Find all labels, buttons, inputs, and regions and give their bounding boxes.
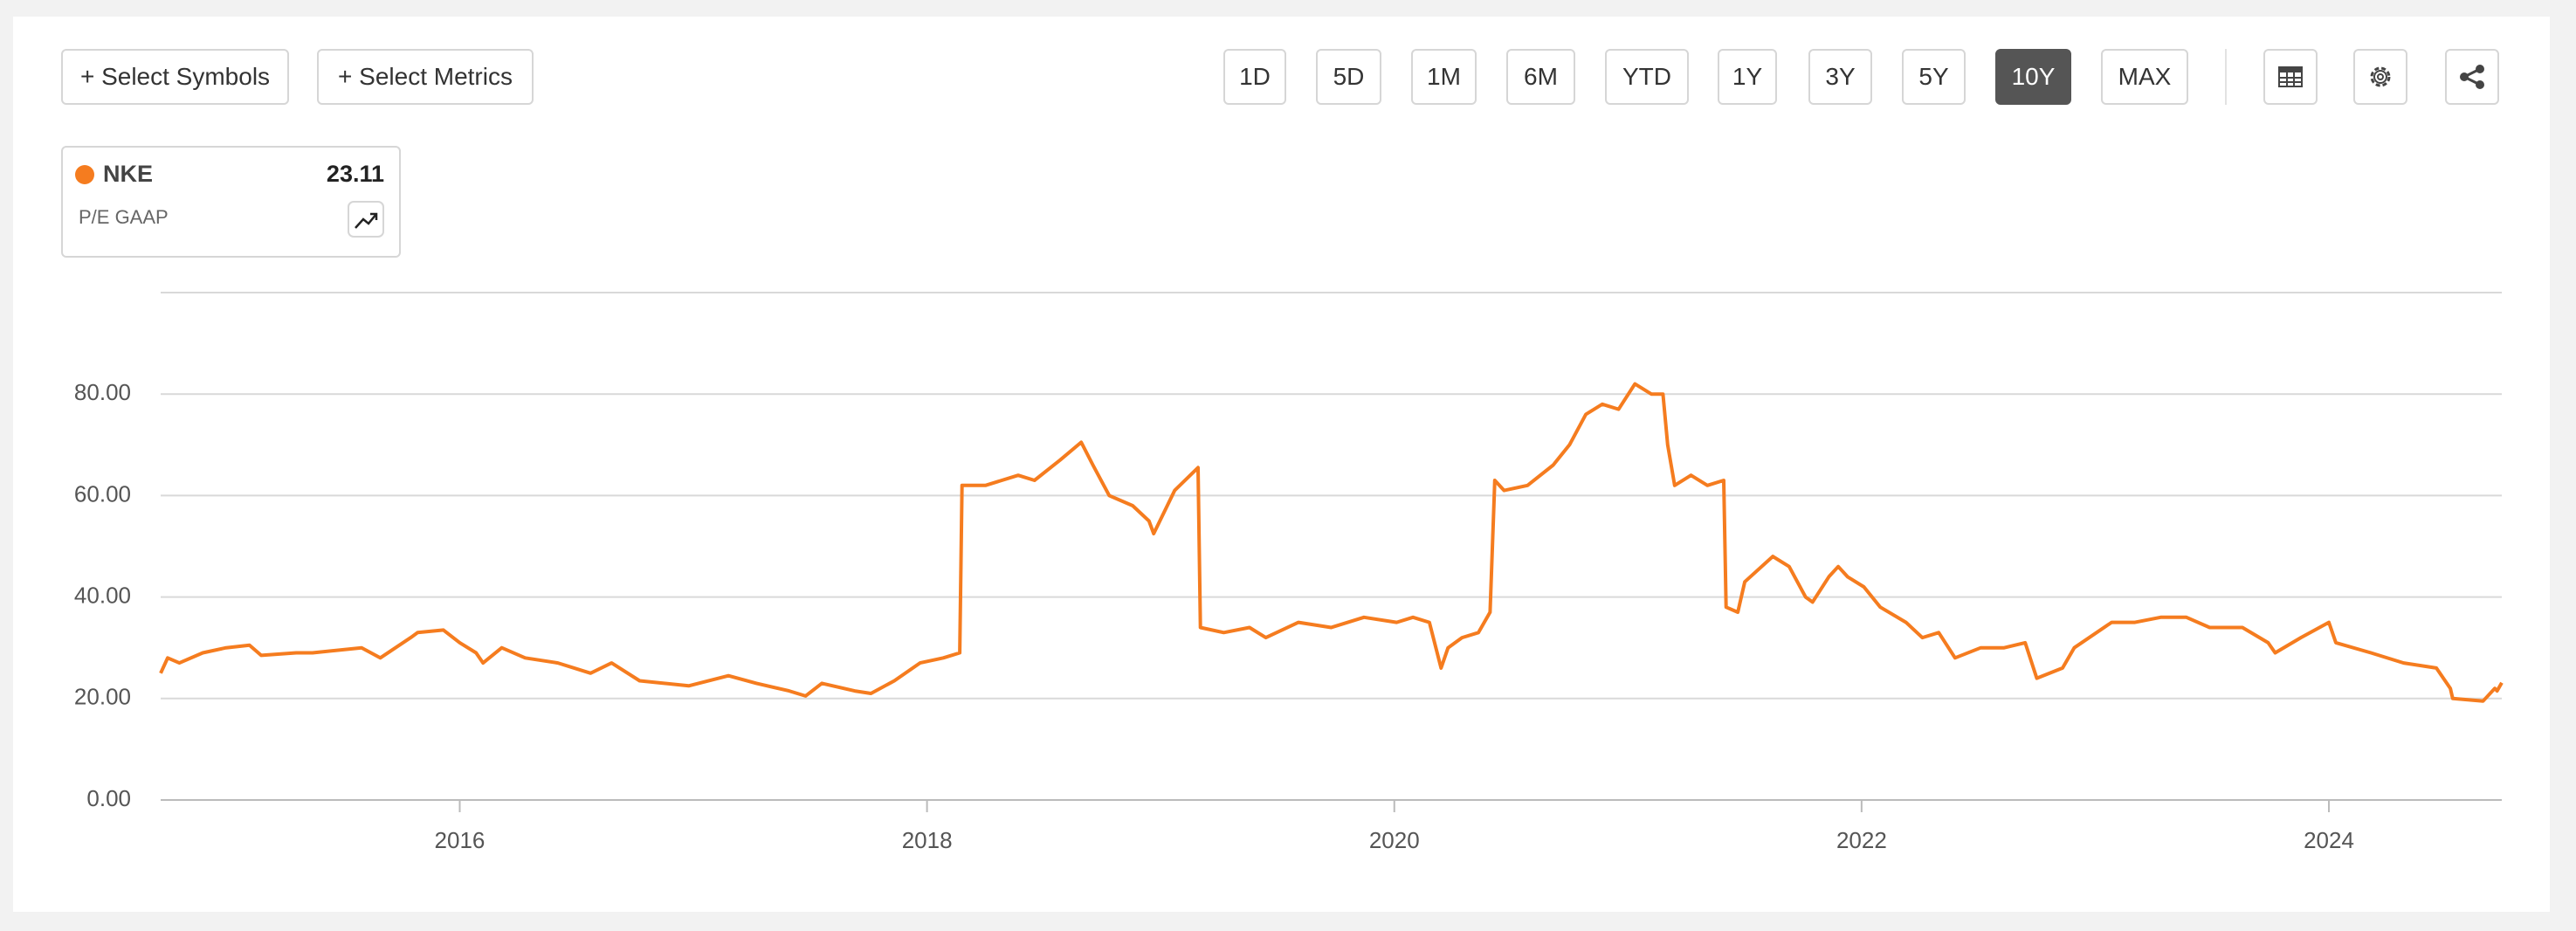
table-button[interactable] xyxy=(2263,49,2318,105)
range-button[interactable]: 1D xyxy=(1223,49,1286,105)
legend-card[interactable]: NKE 23.11 P/E GAAP xyxy=(61,146,401,258)
x-tick-label: 2018 xyxy=(902,827,953,853)
legend: NKE 23.11 P/E GAAP xyxy=(75,161,384,238)
range-button[interactable]: 1M xyxy=(1411,49,1477,105)
chart-card xyxy=(13,17,2550,912)
x-tick-label: 2020 xyxy=(1369,827,1420,853)
y-tick-label: 20.00 xyxy=(74,684,131,710)
range-button[interactable]: 6M xyxy=(1506,49,1575,105)
legend-metric: P/E GAAP xyxy=(79,206,169,228)
range-button[interactable]: 3Y xyxy=(1808,49,1872,105)
divider xyxy=(2225,49,2227,105)
table-icon xyxy=(2278,66,2303,87)
select-symbols-button[interactable]: + Select Symbols xyxy=(61,49,289,105)
legend-dot xyxy=(75,165,94,184)
legend-symbol: NKE xyxy=(103,161,153,187)
y-tick-label: 80.00 xyxy=(74,379,131,405)
share-icon xyxy=(2460,65,2484,89)
select-metrics-button[interactable]: + Select Metrics xyxy=(317,49,534,105)
trend-icon-arrow xyxy=(370,212,378,220)
range-button[interactable]: 10Y xyxy=(1995,49,2071,105)
gear-icon xyxy=(2370,66,2391,87)
trend-icon-box[interactable] xyxy=(348,201,384,238)
range-button[interactable]: 5D xyxy=(1316,49,1381,105)
settings-button[interactable] xyxy=(2353,49,2407,105)
range-button[interactable]: MAX xyxy=(2101,49,2188,105)
y-tick-label: 60.00 xyxy=(74,480,131,507)
range-button[interactable]: 5Y xyxy=(1902,49,1966,105)
y-tick-label: 40.00 xyxy=(74,582,131,608)
trend-icon xyxy=(355,213,377,229)
range-button[interactable]: 1Y xyxy=(1718,49,1777,105)
share-button[interactable] xyxy=(2445,49,2499,105)
x-tick-label: 2016 xyxy=(435,827,486,853)
range-button[interactable]: YTD xyxy=(1605,49,1689,105)
y-tick-label: 0.00 xyxy=(86,785,131,811)
legend-value: 23.11 xyxy=(327,161,384,187)
x-tick-label: 2024 xyxy=(2304,827,2354,853)
x-tick-label: 2022 xyxy=(1836,827,1887,853)
series-line xyxy=(159,382,2504,703)
